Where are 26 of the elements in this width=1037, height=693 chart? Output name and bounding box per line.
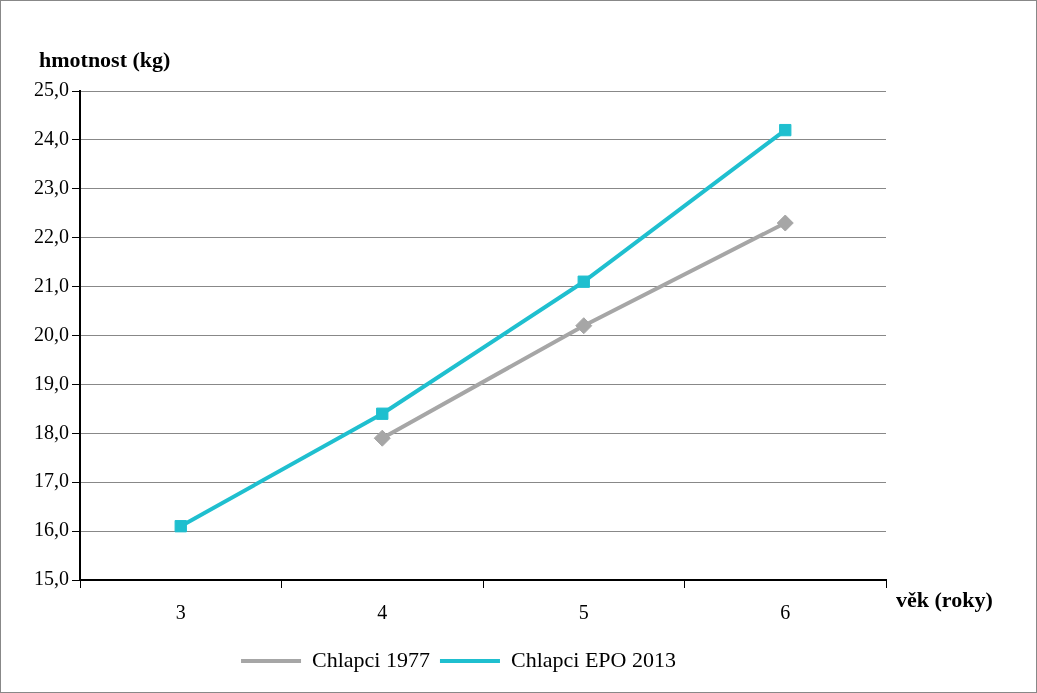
y-tick-label: 15,0 — [34, 567, 69, 590]
legend-label: Chlapci 1977 — [312, 646, 430, 672]
y-tick-label: 23,0 — [34, 176, 69, 199]
point — [174, 520, 187, 533]
point — [376, 407, 389, 420]
y-tick-label: 17,0 — [34, 469, 69, 492]
y-axis-title: hmotnost (kg) — [39, 47, 171, 73]
point — [776, 214, 794, 232]
x-tick-label: 6 — [780, 601, 791, 624]
y-tick-label: 21,0 — [34, 273, 69, 296]
x-tick-label: 5 — [578, 601, 589, 624]
point — [779, 123, 792, 137]
y-tick-label: 25,0 — [34, 78, 69, 101]
x-tick-label: 3 — [175, 601, 186, 624]
y-tick-label: 18,0 — [34, 420, 69, 443]
x-tick-label: 4 — [377, 601, 388, 624]
point — [575, 317, 593, 335]
y-tick-label: 19,0 — [34, 371, 69, 394]
y-tick-label: 16,0 — [34, 518, 69, 541]
legend-label: Chlapci EPO 2013 — [510, 646, 676, 672]
y-tick-label: 24,0 — [34, 127, 69, 150]
y-tick-label: 20,0 — [34, 322, 69, 345]
x-axis-title: věk (roky) — [896, 587, 993, 613]
point — [373, 429, 391, 447]
point — [577, 275, 590, 288]
y-tick-label: 22,0 — [34, 224, 69, 247]
